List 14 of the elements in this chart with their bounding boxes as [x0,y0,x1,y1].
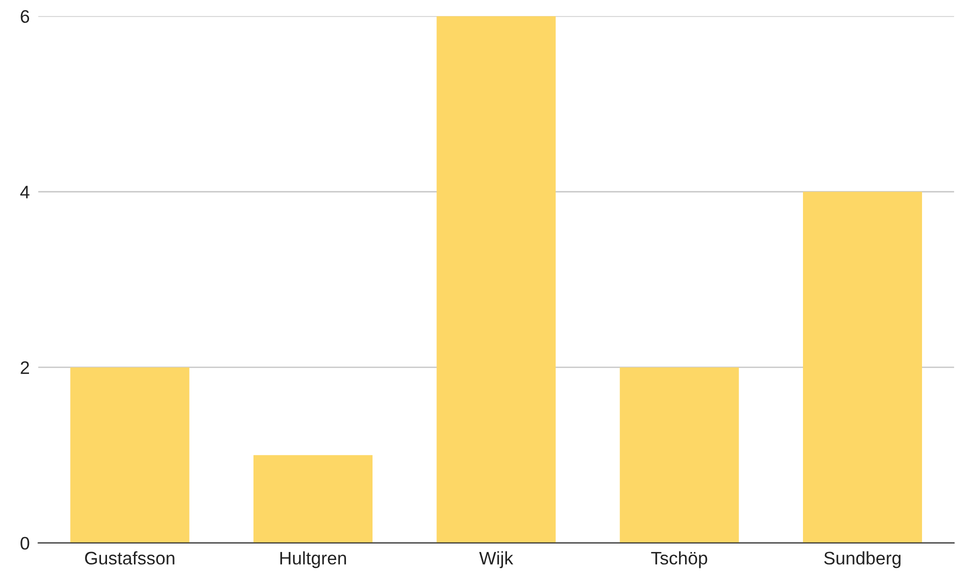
bar [802,192,922,543]
x-tick-label: Wijk [479,551,514,568]
y-tick-label: 4 [20,186,30,198]
y-tick-label: 0 [20,536,30,550]
x-tick-label: Tschöp [651,551,708,568]
bar [620,367,739,543]
y-tick-label: 6 [20,10,30,23]
x-tick-label: Hultgren [280,551,346,568]
bar [436,16,556,543]
y-tick-label: 2 [20,361,29,374]
x-tick-label: Sundberg [824,551,900,568]
bar [253,455,373,543]
x-tick-label: Gustafsson [85,551,174,565]
bar [70,367,190,543]
